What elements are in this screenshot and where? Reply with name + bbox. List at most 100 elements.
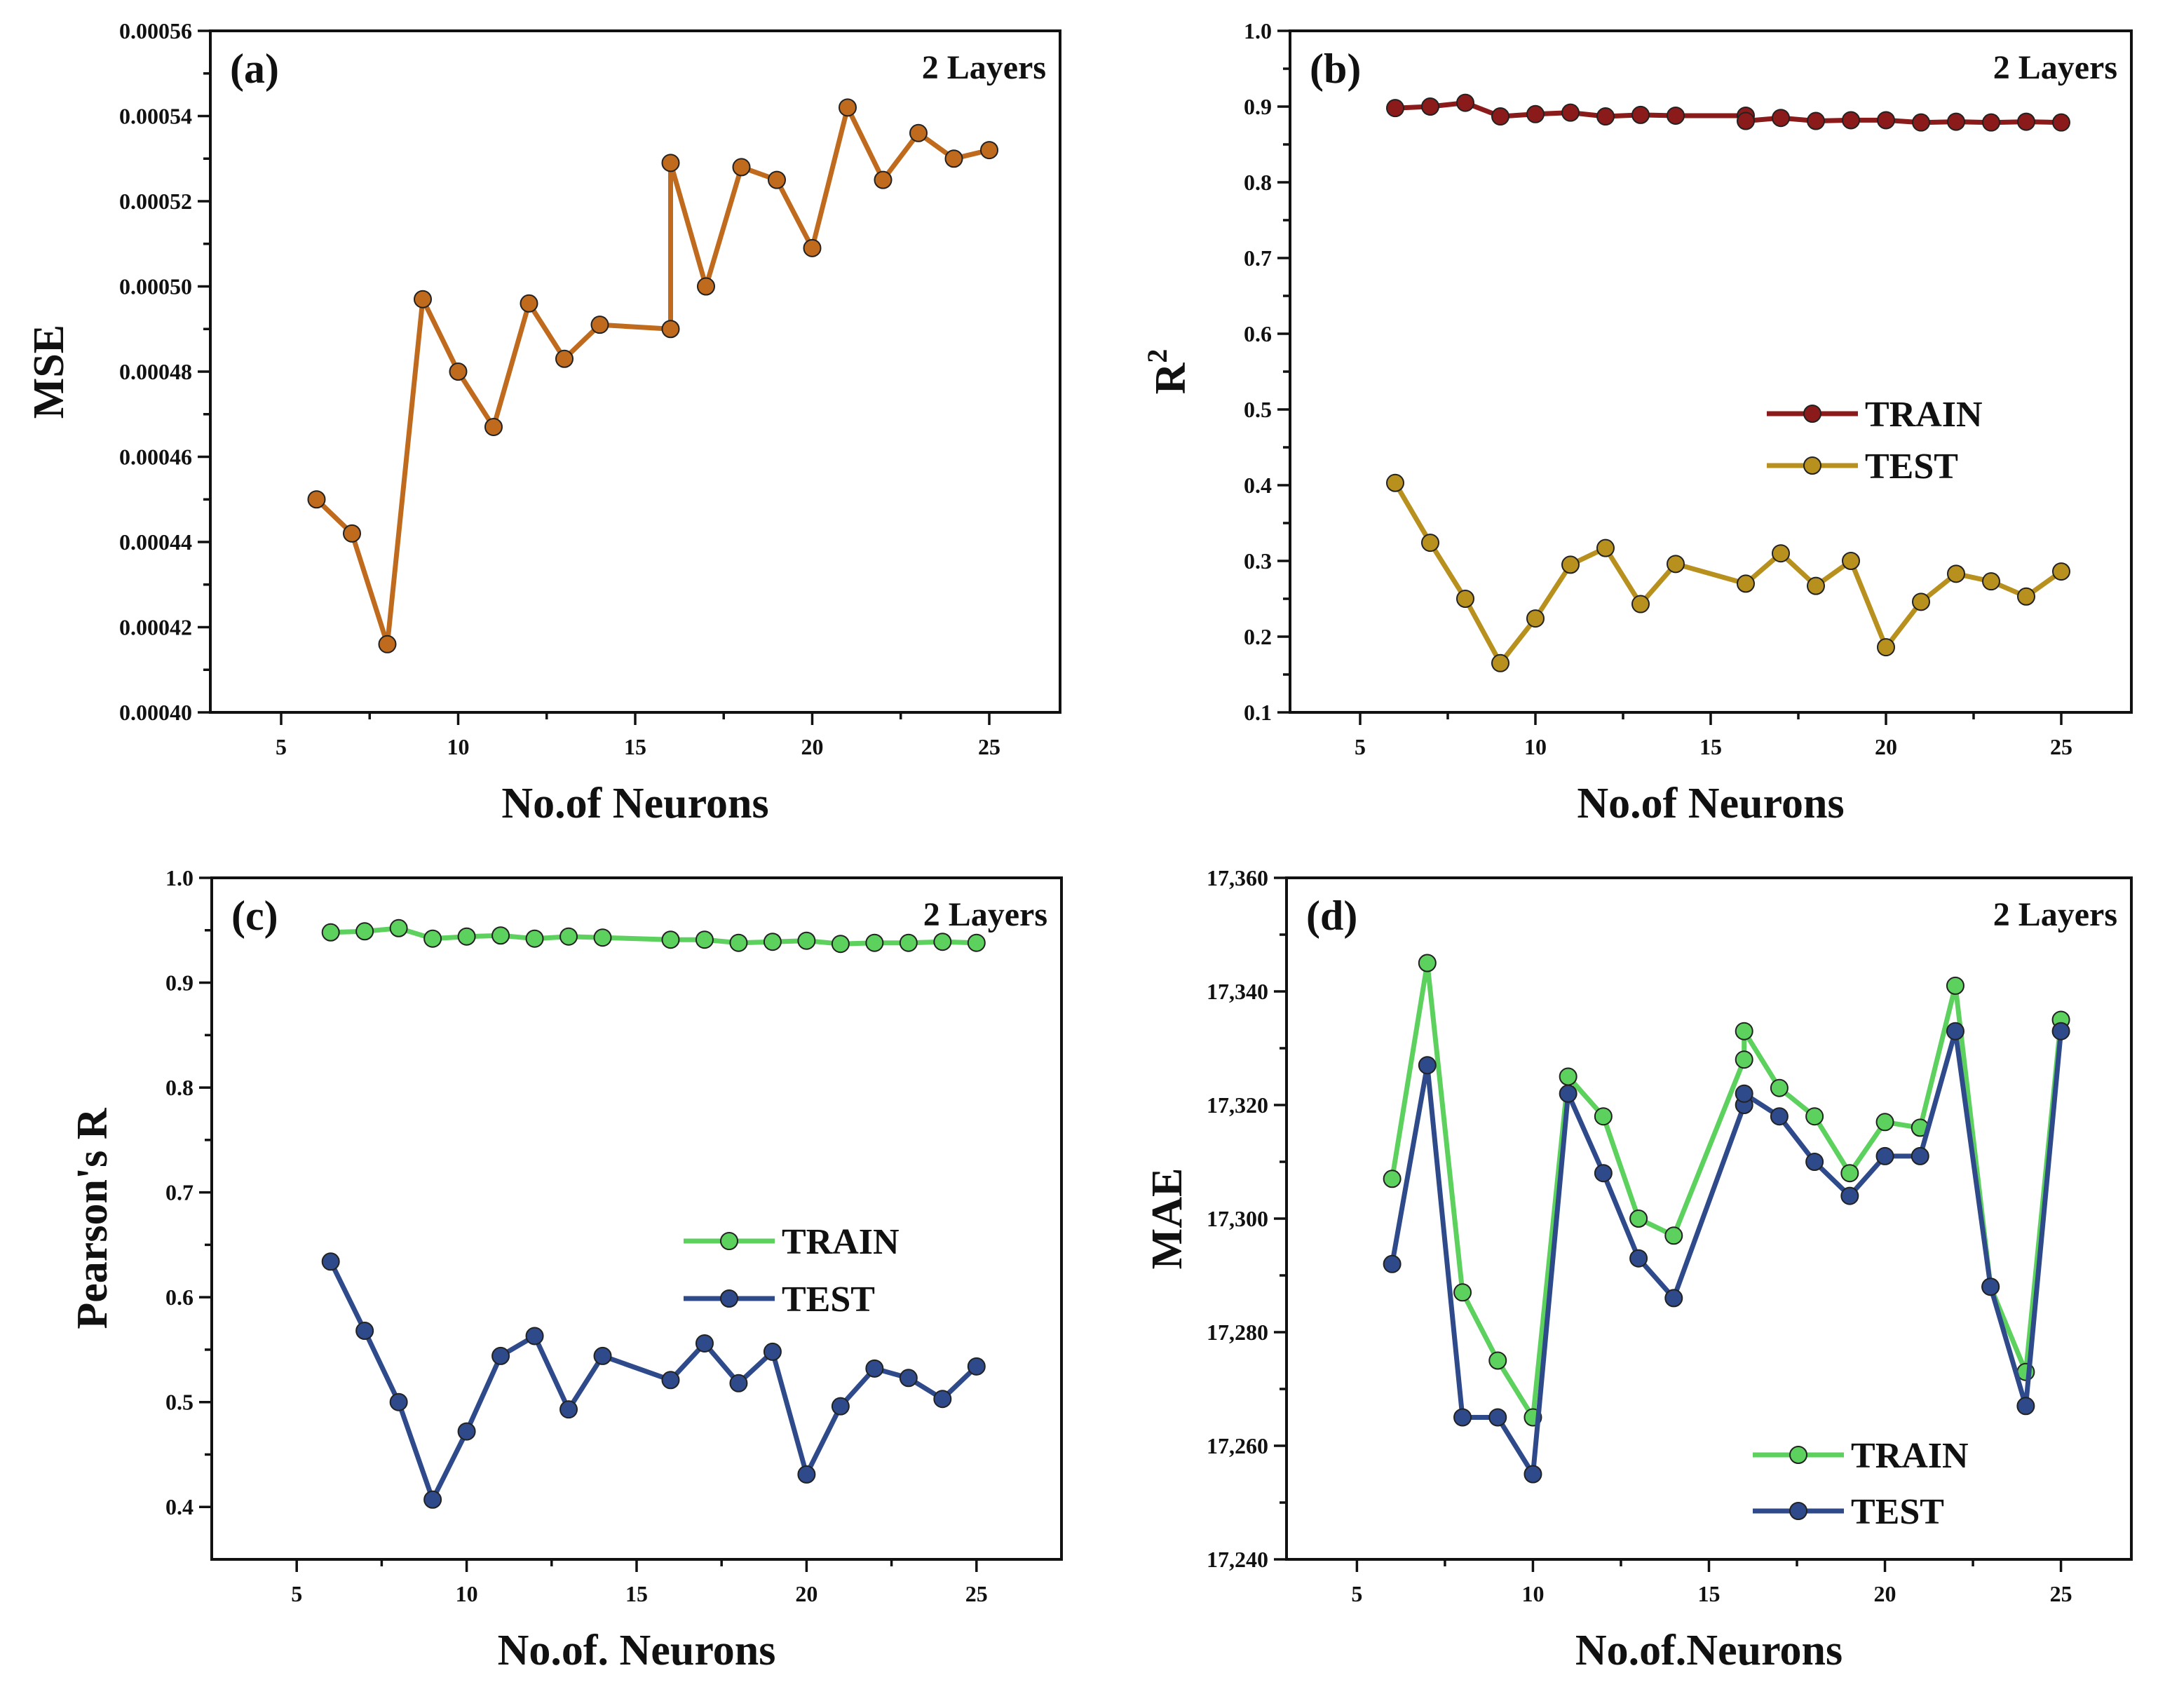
data-point [695, 1334, 714, 1353]
data-point [1807, 576, 1825, 595]
data-point [355, 922, 374, 941]
x-tick-label: 5 [291, 1581, 302, 1606]
data-point [457, 927, 476, 946]
legend-label: TRAIN [1851, 1436, 1969, 1476]
data-point [2016, 1397, 2035, 1416]
data-point [1947, 564, 1965, 583]
data-point [423, 1490, 442, 1509]
y-tick-label: 0.3 [1244, 548, 1272, 574]
y-axis-label: Pearson's R [69, 1107, 116, 1329]
data-point [1875, 1113, 1894, 1132]
x-tick-label: 20 [801, 734, 824, 759]
y-tick-label: 17,240 [1207, 1547, 1268, 1572]
legend-label: TEST [1865, 447, 1958, 487]
series-test [321, 1252, 986, 1509]
x-tick-label: 15 [1699, 734, 1722, 759]
data-point [525, 929, 544, 948]
data-point [1912, 592, 1930, 611]
data-point [1667, 106, 1685, 125]
data-point [1526, 609, 1545, 628]
data-point [1875, 1146, 1894, 1165]
x-tick-label: 5 [1355, 734, 1366, 759]
series-line [1390, 961, 2064, 1420]
data-point [1772, 109, 1790, 128]
data-point [899, 1369, 918, 1388]
data-point [1418, 954, 1437, 972]
data-point [1561, 555, 1580, 574]
legend-label: TRAIN [1865, 395, 1983, 435]
data-point [729, 933, 748, 952]
panel-c: 5 10 15 20 25 0.4 0.5 0.6 0.7 0.8 0.9 1.0 No.of. Neu… [69, 865, 1063, 1674]
y-tick-label: 0.8 [1244, 170, 1272, 195]
data-point [1456, 93, 1474, 112]
data-point [1664, 1226, 1683, 1245]
panel-a: 5 10 15 20 25 0.00040 0.00042 0.00044 0.00046 0.0… [25, 18, 1061, 827]
data-point [1559, 1084, 1577, 1103]
x-tick-label: 25 [2050, 1581, 2072, 1606]
y-tick-label: 1.0 [1244, 18, 1272, 43]
y-tick-label: 0.5 [1244, 397, 1272, 422]
panel-label: (c) [231, 893, 278, 939]
legend-marker [720, 1232, 738, 1250]
y-axis-label: MAE [1144, 1168, 1191, 1270]
data-point [1735, 1084, 1753, 1103]
legend-entry: TEST [1767, 447, 1958, 487]
y-tick-label: 0.00054 [119, 104, 192, 129]
x-tick-label: 25 [978, 734, 1000, 759]
annotation: 2 Layers [923, 896, 1047, 933]
x-tick-label: 25 [2050, 734, 2072, 759]
data-point [1631, 105, 1650, 124]
data-point [355, 1322, 374, 1341]
x-tick-label: 20 [1874, 1581, 1896, 1606]
data-point [593, 1346, 612, 1365]
y-axis-label: MSE [25, 325, 73, 419]
y-tick-label: 0.1 [1244, 700, 1272, 725]
plot-frame [209, 29, 1061, 714]
y-tick-label: 0.7 [1244, 245, 1272, 271]
x-axis-label: No.of. Neurons [498, 1627, 776, 1674]
data-point [1456, 590, 1474, 608]
data-point [729, 1374, 748, 1392]
y-tick-label: 17,360 [1207, 865, 1268, 890]
data-point [1629, 1249, 1648, 1268]
data-point [1982, 572, 2000, 591]
y-tick-label: 1.0 [165, 865, 194, 890]
y-tick-label: 17,300 [1207, 1206, 1268, 1231]
legend-marker [1803, 405, 1821, 423]
data-point [661, 1371, 680, 1390]
data-point [1664, 1289, 1683, 1308]
data-point [831, 935, 850, 954]
data-point [967, 933, 986, 952]
x-tick-label: 10 [1521, 1581, 1544, 1606]
data-point [559, 927, 578, 946]
legend-marker [1789, 1502, 1807, 1520]
data-point [449, 362, 468, 381]
data-point [343, 524, 361, 543]
data-point [307, 490, 326, 509]
x-axis-label: No.of.Neurons [1575, 1627, 1843, 1674]
data-point [1524, 1465, 1542, 1484]
data-point [525, 1327, 544, 1346]
data-point [933, 933, 952, 951]
data-point [1421, 534, 1439, 553]
data-point [484, 417, 503, 436]
data-point [797, 1465, 816, 1484]
data-point [1842, 552, 1860, 570]
y-tick-label: 0.4 [1244, 473, 1272, 498]
series-line [328, 1260, 979, 1503]
y-tick-label: 0.7 [165, 1180, 194, 1205]
data-point [1840, 1164, 1859, 1183]
data-point [1596, 538, 1615, 557]
data-point [874, 170, 893, 189]
y-tick-label: 0.8 [165, 1075, 194, 1100]
data-point [1491, 653, 1509, 672]
x-tick-label: 5 [276, 734, 287, 759]
data-point [1453, 1408, 1472, 1427]
y-tick-label: 0.9 [1244, 94, 1272, 119]
data-point [1383, 1170, 1402, 1188]
y-tick-label: 0.9 [165, 970, 194, 996]
data-point [559, 1400, 578, 1419]
data-point [763, 1342, 782, 1361]
x-tick-label: 20 [1875, 734, 1897, 759]
